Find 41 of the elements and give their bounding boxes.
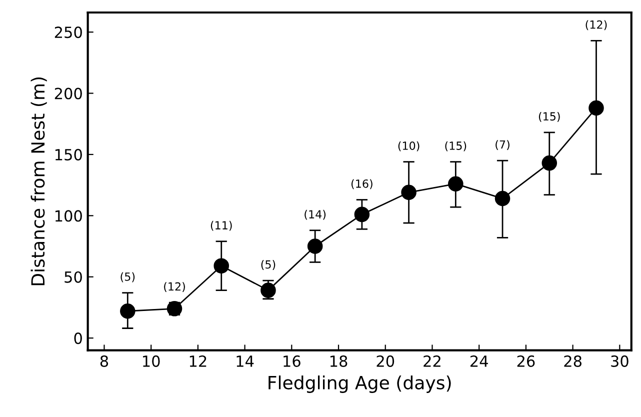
y-tick-label: 50 — [64, 271, 82, 283]
point — [120, 303, 136, 319]
x-tick-label: 24 — [470, 355, 488, 367]
x-tick-label: 16 — [284, 355, 300, 367]
point — [494, 190, 510, 206]
x-axis-title: Fledgling Age (days) — [268, 375, 451, 393]
annotation: (7) — [496, 140, 510, 150]
x-tick-label: 18 — [330, 355, 348, 367]
point — [354, 206, 370, 222]
y-tick-label: 250 — [54, 26, 82, 38]
annotation: (16) — [351, 179, 372, 190]
annotation: (15) — [445, 141, 466, 152]
x-tick-label: 8 — [100, 355, 108, 367]
x-tick-label: 22 — [424, 355, 440, 367]
x-tick-label: 12 — [190, 355, 206, 367]
annotation: (5) — [261, 260, 276, 270]
point — [542, 155, 558, 171]
y-tick-label: 150 — [55, 148, 82, 160]
annotation: (14) — [304, 210, 326, 220]
x-tick-label: 10 — [143, 355, 160, 367]
annotation: (12) — [586, 20, 607, 30]
x-tick-label: 26 — [517, 355, 535, 367]
point — [214, 258, 230, 274]
x-tick-label: 30 — [611, 355, 628, 367]
point — [588, 100, 604, 116]
point — [401, 184, 416, 200]
annotation: (10) — [398, 141, 420, 152]
point — [307, 238, 323, 254]
x-tick-label: 28 — [564, 355, 582, 367]
x-tick-label: 20 — [376, 355, 394, 367]
point — [260, 282, 276, 298]
point — [448, 176, 464, 192]
x-tick-label: 14 — [236, 356, 254, 367]
y-axis-title: Distance from Nest (m) — [30, 77, 47, 286]
annotation: (12) — [164, 282, 185, 292]
annotation: (5) — [120, 272, 135, 282]
y-tick-label: 0 — [74, 332, 82, 344]
y-tick-label: 100 — [55, 210, 82, 222]
annotation: (11) — [210, 220, 232, 231]
y-tick-label: 200 — [54, 88, 82, 100]
annotation: (15) — [538, 112, 560, 122]
